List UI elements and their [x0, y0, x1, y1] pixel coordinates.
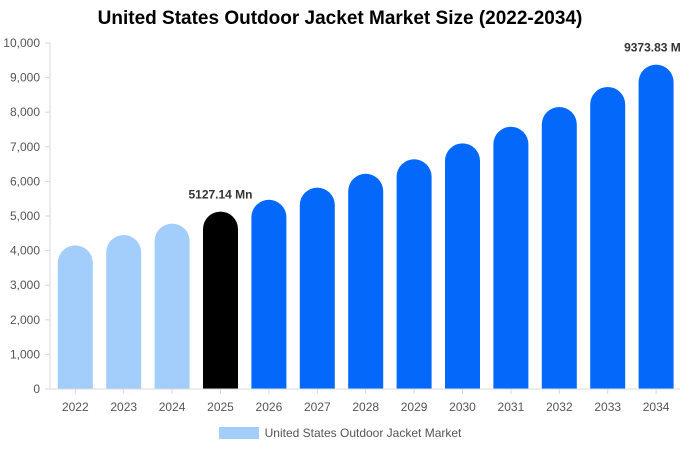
y-tick-label: 9,000 — [10, 71, 40, 85]
y-tick-label: 8,000 — [10, 105, 40, 119]
y-tick-label: 7,000 — [10, 140, 40, 154]
bar-2023 — [106, 235, 142, 389]
x-tick-label: 2024 — [159, 400, 186, 414]
bar-2033 — [590, 86, 626, 389]
legend: United States Outdoor Jacket Market — [0, 426, 680, 440]
x-tick-label: 2034 — [643, 400, 670, 414]
bar-2028 — [348, 173, 384, 389]
y-tick-label: 2,000 — [10, 313, 40, 327]
x-tick-label: 2028 — [352, 400, 379, 414]
y-tick-label: 6,000 — [10, 174, 40, 188]
y-tick-label: 3,000 — [10, 278, 40, 292]
y-tick-label: 10,000 — [3, 36, 40, 50]
data-label-2034: 9373.83 Mn — [624, 41, 680, 55]
x-tick-label: 2032 — [546, 400, 573, 414]
x-tick-label: 2022 — [62, 400, 89, 414]
bar-2025 — [203, 211, 238, 389]
x-tick-label: 2031 — [498, 400, 525, 414]
x-tick-label: 2029 — [401, 400, 428, 414]
bar-2031 — [493, 126, 529, 389]
y-axis: 0 1,000 2,000 3,000 4,000 5,000 6,000 7,000 8,00… — [3, 36, 51, 396]
x-tick-label: 2023 — [110, 400, 137, 414]
bar-2032 — [541, 107, 577, 389]
data-label-2025: 5127.14 Mn — [188, 188, 252, 202]
x-axis: 2022 2023 2024 2025 2026 2027 2028 2029 2030 2031… — [50, 388, 680, 414]
x-tick-label: 2030 — [449, 400, 476, 414]
x-tick-label: 2027 — [304, 400, 331, 414]
chart-title: United States Outdoor Jacket Market Size… — [97, 8, 583, 29]
bar-2030 — [445, 143, 480, 389]
bar-2027 — [299, 187, 335, 389]
bar-2024 — [154, 223, 190, 389]
x-tick-label: 2026 — [256, 400, 283, 414]
x-tick-label: 2025 — [207, 400, 234, 414]
bars-group — [57, 64, 674, 390]
legend-label: United States Outdoor Jacket Market — [264, 426, 462, 440]
x-tick-label: 2033 — [594, 400, 621, 414]
bar-2029 — [396, 159, 432, 389]
bar-2022 — [57, 245, 93, 389]
y-tick-label: 1,000 — [10, 347, 40, 361]
bar-2034 — [638, 64, 674, 390]
y-tick-label: 4,000 — [10, 244, 40, 258]
bar-2026 — [251, 199, 287, 389]
y-tick-label: 0 — [33, 382, 40, 396]
legend-swatch — [218, 427, 259, 439]
data-labels-group: 5127.14 Mn 9373.83 Mn — [188, 41, 680, 202]
y-tick-label: 5,000 — [10, 209, 40, 223]
